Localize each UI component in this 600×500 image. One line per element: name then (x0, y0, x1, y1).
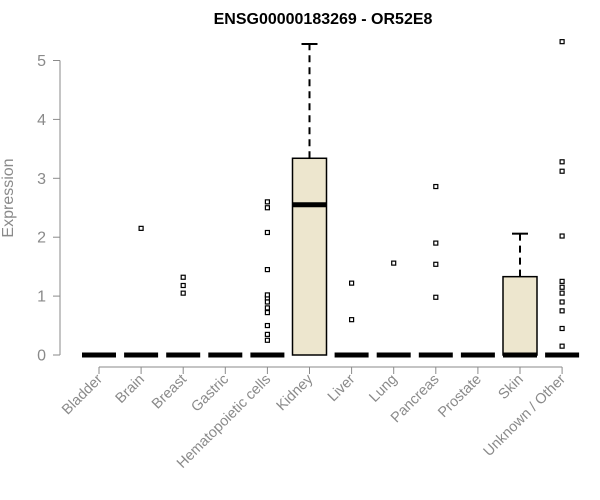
plot-area (82, 39, 580, 358)
box-group (334, 280, 369, 358)
x-tick-label: Skin (496, 372, 527, 403)
outlier-point (559, 168, 565, 174)
outlier-point (559, 343, 565, 349)
outlier-point (264, 322, 270, 329)
y-tick-label: 0 (37, 348, 46, 365)
outlier-point (264, 229, 270, 236)
y-tick-label: 5 (37, 53, 46, 70)
outlier-point (559, 159, 565, 165)
x-tick-label: Prostate (435, 372, 484, 421)
y-tick-label: 2 (37, 230, 46, 247)
box-group (250, 199, 285, 358)
box-group (545, 39, 580, 358)
outlier-point (559, 308, 565, 314)
x-tick-label: Lung (366, 372, 400, 406)
outlier-point (264, 337, 270, 343)
chart-title: ENSG00000183269 - OR52E8 (214, 11, 433, 28)
box-group (124, 225, 159, 358)
box-group (418, 183, 453, 358)
y-axis: 0 1 2 3 4 5 (37, 53, 61, 365)
outlier-point (264, 205, 270, 211)
outlier-point (349, 317, 355, 323)
y-tick-label: 3 (37, 171, 46, 188)
x-tick-label: Liver (325, 371, 359, 405)
box (502, 275, 538, 356)
box-group (376, 260, 411, 358)
outlier-point (349, 280, 355, 286)
outlier-point (433, 240, 439, 246)
outlier-point (433, 261, 439, 267)
box-group (166, 274, 201, 358)
outlier-point (433, 294, 439, 300)
y-tick-label: 1 (37, 289, 46, 306)
x-tick-label: Bladder (59, 371, 106, 418)
outlier-point (264, 331, 270, 337)
x-tick-label: Breast (149, 372, 190, 413)
outlier-point (180, 274, 186, 280)
outlier-point (180, 290, 186, 296)
outlier-point (138, 225, 144, 231)
outlier-point (559, 290, 565, 296)
outlier-point (559, 284, 565, 290)
outlier-point (433, 183, 439, 190)
box-group (502, 232, 538, 358)
outlier-point (559, 325, 565, 332)
x-tick-label: Kidney (274, 371, 317, 414)
outlier-point (391, 260, 397, 266)
outlier-point (264, 266, 270, 273)
outlier-point (264, 292, 270, 298)
y-axis-label: Expression (0, 158, 17, 237)
outlier-point (180, 282, 186, 289)
outlier-point (264, 299, 270, 305)
outlier-point (559, 233, 565, 239)
box (291, 157, 328, 356)
y-tick-label: 4 (37, 112, 46, 129)
outlier-point (264, 305, 270, 311)
outlier-point (559, 278, 565, 284)
outlier-point (559, 299, 565, 305)
box-group (291, 43, 328, 356)
x-tick-label: Brain (113, 372, 148, 407)
outlier-point (559, 39, 565, 45)
outlier-point (264, 199, 270, 205)
outlier-point (264, 309, 270, 316)
